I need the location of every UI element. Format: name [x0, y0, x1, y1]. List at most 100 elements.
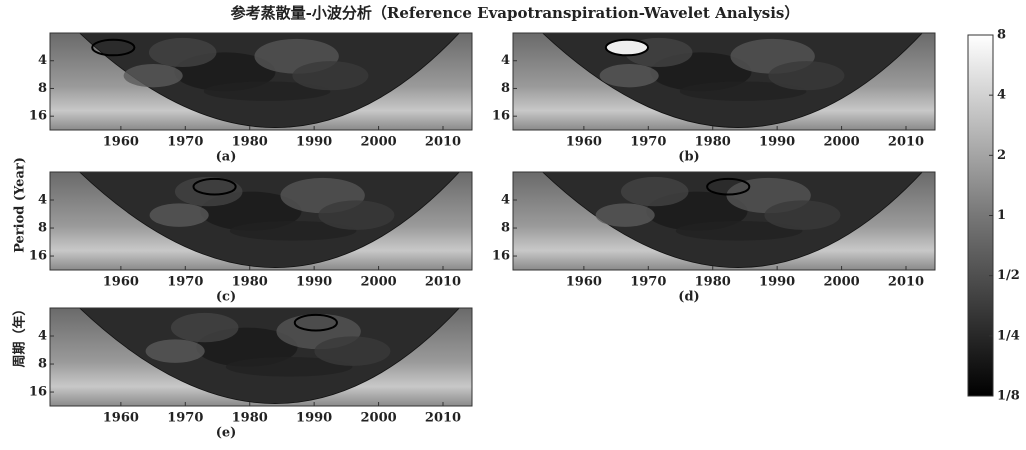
power-blob: [149, 203, 209, 227]
heatmap-panel: 1960 1970 1980 1990 2000 2010 4 8 16 (d): [492, 171, 936, 305]
x-tick-label: 1970: [167, 275, 203, 290]
panel-label: (b): [678, 150, 699, 165]
heatmap-body: [50, 33, 472, 130]
colorbar-tick-label: 1/4: [997, 328, 1020, 343]
y-tick-label: 4: [501, 53, 510, 68]
plot-frame: [512, 32, 936, 131]
plot-frame: [49, 171, 473, 271]
x-tick-label: 1970: [630, 275, 666, 290]
x-tick-label: 2010: [888, 135, 924, 150]
power-blob: [768, 61, 845, 91]
power-blob: [292, 61, 369, 91]
y-tick-label: 16: [492, 249, 510, 264]
power-blob: [123, 64, 183, 88]
colorbar-tick-label: 1: [997, 208, 1006, 223]
heatmap-panel: 1960 1970 1980 1990 2000 2010 4 8 16 (a): [29, 32, 473, 165]
y-tick-label: 4: [38, 53, 47, 68]
y-axis-label-cn: 周期（年）: [12, 302, 28, 367]
panel-label: (d): [678, 290, 699, 305]
x-tick-label: 1980: [232, 275, 268, 290]
heatmap-panel: 1960 1970 1980 1990 2000 2010 4 8 16 (e): [29, 307, 473, 441]
x-tick-label: 1990: [296, 275, 332, 290]
panel-label: (e): [216, 426, 237, 441]
colorbar: [967, 34, 994, 397]
x-tick-label: 1990: [296, 135, 332, 150]
colorbar-tick-label: 1/8: [997, 389, 1020, 404]
y-axis-label: Period (Year): [13, 157, 28, 253]
chart-title: 参考蒸散量-小波分析（Reference Evapotranspiration-…: [231, 4, 800, 22]
power-blob: [764, 200, 841, 230]
x-tick-label: 1980: [695, 135, 731, 150]
colorbar-tick-label: 2: [997, 148, 1006, 163]
x-tick-label: 2000: [360, 411, 396, 426]
y-tick-label: 8: [38, 221, 47, 236]
x-tick-label: 2000: [823, 275, 859, 290]
plot-frame: [49, 307, 473, 407]
power-blob: [203, 81, 331, 101]
power-blob: [620, 176, 689, 207]
power-blob: [145, 339, 205, 363]
x-tick-label: 2010: [425, 275, 461, 290]
panel-label: (a): [216, 150, 237, 165]
colorbar-tick-label: 8: [997, 28, 1006, 43]
significance-contour: [91, 38, 136, 57]
power-blob: [595, 203, 655, 227]
heatmap-body: [513, 33, 935, 130]
power-blob: [679, 81, 807, 101]
y-tick-label: 8: [38, 357, 47, 372]
x-tick-label: 1960: [103, 135, 139, 150]
power-blob: [599, 64, 659, 88]
significance-contour: [706, 177, 751, 196]
y-tick-label: 8: [38, 81, 47, 96]
y-tick-label: 16: [29, 249, 47, 264]
heatmap-body: [50, 308, 472, 406]
power-blob: [174, 176, 243, 207]
plot-frame: [49, 32, 473, 131]
x-tick-label: 2000: [823, 135, 859, 150]
power-blob: [148, 37, 217, 67]
power-blob: [675, 221, 803, 241]
y-tick-label: 8: [501, 81, 510, 96]
x-tick-label: 1960: [103, 275, 139, 290]
y-tick-label: 16: [29, 109, 47, 124]
x-tick-label: 1990: [759, 135, 795, 150]
heatmap-panel: 1960 1970 1980 1990 2000 2010 4 8 16 (b): [492, 32, 936, 165]
y-tick-label: 8: [501, 221, 510, 236]
x-tick-label: 1970: [167, 135, 203, 150]
significance-contour: [192, 177, 237, 196]
power-blob: [225, 357, 353, 377]
heatmap-panel: 1960 1970 1980 1990 2000 2010 4 8 16 (c): [29, 171, 473, 305]
panel-label: (c): [216, 290, 236, 305]
power-blob: [318, 200, 395, 230]
power-blob: [314, 336, 391, 366]
y-tick-label: 16: [29, 385, 47, 400]
y-tick-label: 4: [38, 193, 47, 208]
x-tick-label: 2000: [360, 135, 396, 150]
x-tick-label: 1980: [232, 135, 268, 150]
x-tick-label: 1960: [566, 135, 602, 150]
x-tick-label: 1970: [630, 135, 666, 150]
y-tick-label: 4: [38, 329, 47, 344]
y-tick-label: 16: [492, 109, 510, 124]
x-tick-label: 1970: [167, 411, 203, 426]
power-blob: [229, 221, 357, 241]
x-tick-label: 2010: [888, 275, 924, 290]
significance-contour: [604, 38, 650, 57]
x-tick-label: 2000: [360, 275, 396, 290]
heatmap-body: [50, 172, 472, 270]
significance-contour: [293, 313, 338, 332]
colorbar-tick-label: 1/2: [997, 268, 1020, 283]
x-tick-label: 2010: [425, 135, 461, 150]
x-tick-label: 1990: [759, 275, 795, 290]
plot-frame: [512, 171, 936, 271]
y-tick-label: 4: [501, 193, 510, 208]
x-tick-label: 1980: [695, 275, 731, 290]
x-tick-label: 2010: [425, 411, 461, 426]
x-tick-label: 1960: [103, 411, 139, 426]
colorbar-tick-label: 4: [997, 88, 1006, 103]
power-blob: [170, 312, 239, 343]
x-tick-label: 1990: [296, 411, 332, 426]
heatmap-body: [513, 172, 935, 270]
x-tick-label: 1980: [232, 411, 268, 426]
